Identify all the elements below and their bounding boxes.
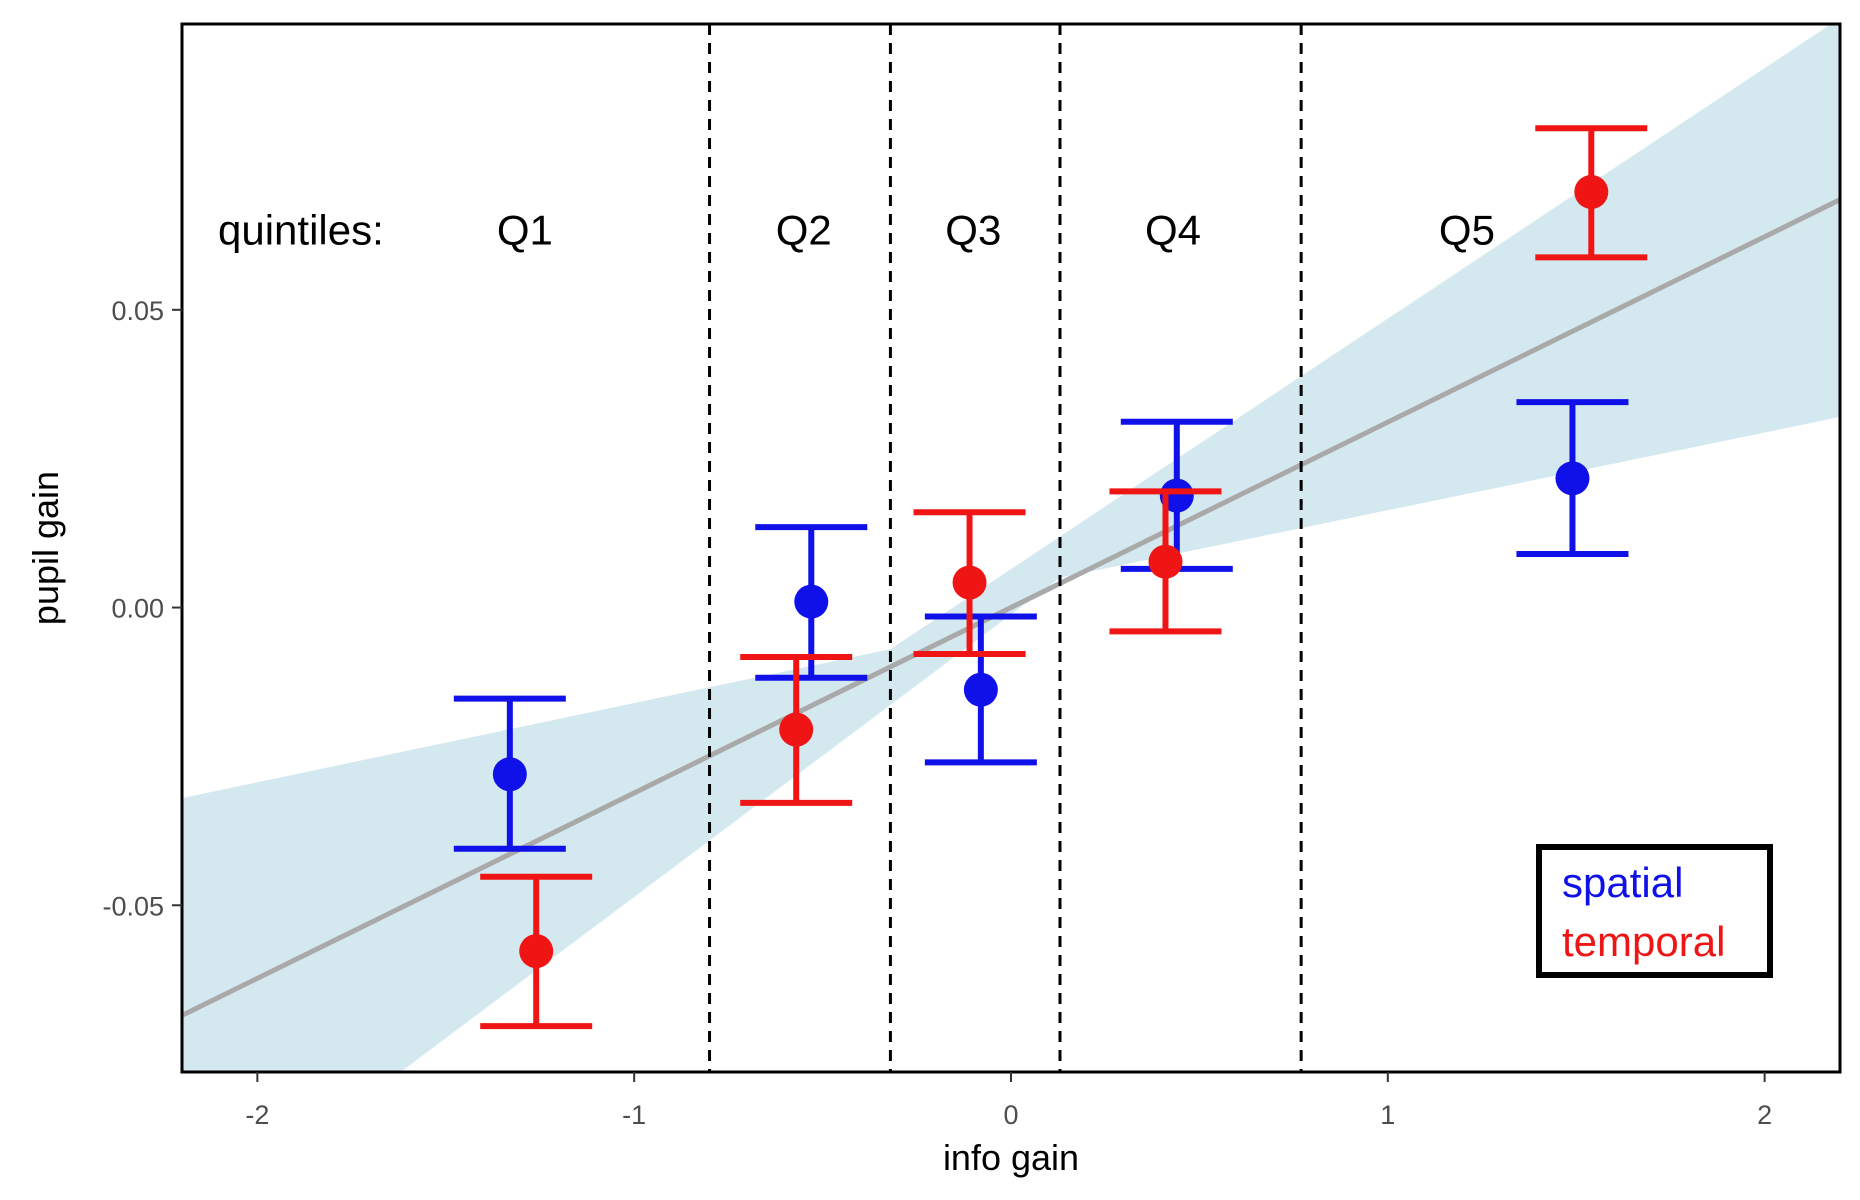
regression-line-layer (182, 197, 1840, 1018)
y-tick-label: 0.00 (111, 594, 164, 624)
temporal-point-4 (1148, 544, 1183, 579)
regression-line (182, 197, 1840, 1018)
series-layer (453, 125, 1648, 1030)
spatial-point-2 (794, 584, 829, 619)
legend: spatial temporal (1536, 844, 1773, 978)
y-tick-label: 0.05 (111, 296, 164, 326)
y-tick-label: -0.05 (102, 891, 164, 921)
temporal-point-5 (1574, 174, 1609, 209)
x-axis: -2 -1 0 1 2 (245, 1072, 1772, 1130)
spatial-point-1 (492, 757, 527, 792)
series-spatial (453, 399, 1629, 852)
temporal-point-2 (779, 712, 814, 747)
x-tick-label: -2 (245, 1100, 269, 1130)
quintile-boundary-layer (708, 24, 1303, 1072)
temporal-point-3 (952, 565, 987, 600)
quintiles-prefix-label: quintiles: (218, 206, 384, 253)
quintile-label-q4: Q4 (1145, 206, 1201, 253)
legend-entry-spatial: spatial (1562, 859, 1683, 906)
quintile-label-q1: Q1 (497, 206, 553, 253)
x-tick-label: -1 (622, 1100, 646, 1130)
y-axis: -0.05 0.00 0.05 (102, 296, 182, 921)
y-axis-title: pupil gain (25, 471, 66, 625)
spatial-point-5 (1555, 461, 1590, 496)
x-tick-label: 1 (1380, 1100, 1395, 1130)
spatial-point-3 (963, 672, 998, 707)
temporal-point-1 (519, 934, 554, 969)
series-temporal (480, 125, 1648, 1030)
x-tick-label: 2 (1757, 1100, 1772, 1130)
quintile-label-layer: quintiles: Q1 Q2 Q3 Q4 Q5 (218, 206, 1495, 253)
x-tick-label: 0 (1003, 1100, 1018, 1130)
legend-entry-temporal: temporal (1562, 918, 1725, 965)
quintile-label-q3: Q3 (945, 206, 1001, 253)
x-axis-title: info gain (943, 1137, 1079, 1178)
legend-box (1536, 844, 1773, 978)
quintile-label-q5: Q5 (1439, 206, 1495, 253)
quintile-label-q2: Q2 (776, 206, 832, 253)
